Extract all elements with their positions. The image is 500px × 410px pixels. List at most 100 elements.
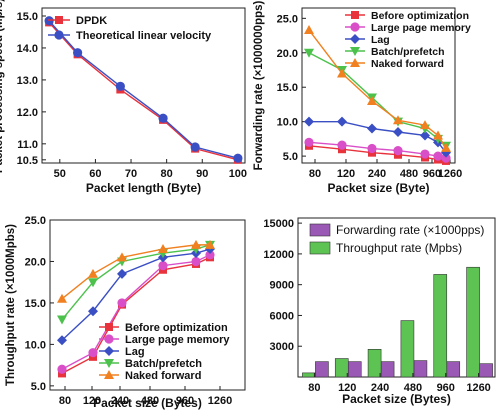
x-tick-label-2: 240 <box>111 395 129 407</box>
legend-marker <box>54 30 64 40</box>
y-tick-label-2: 25.0 <box>25 215 46 227</box>
y-tick-label-3: 6000 <box>270 310 294 322</box>
legend-marker <box>350 22 360 32</box>
y-tick-label-2: 10.0 <box>25 339 46 351</box>
data-point <box>158 244 168 254</box>
data-point <box>337 116 347 127</box>
data-point <box>115 81 125 91</box>
legend-label: Before optimization <box>125 322 228 334</box>
legend-marker <box>350 34 360 44</box>
legend-label: Forwarding rate (×1000pps) <box>336 223 484 237</box>
series-line <box>48 20 239 159</box>
x-tick-label-3: 960 <box>437 382 455 394</box>
x-tick-label-3: 80 <box>308 382 320 394</box>
data-point <box>433 151 443 161</box>
legend-label: DPDK <box>76 15 107 27</box>
y-axis-label-1: Forwarding rate (×1000000pps) <box>253 0 265 170</box>
legend-marker <box>350 47 360 56</box>
legend-marker <box>351 11 359 19</box>
data-point <box>337 140 347 150</box>
y-tick-label-1: 25.0 <box>277 13 298 25</box>
plot-frame-0 <box>41 7 246 164</box>
series-line <box>61 244 211 320</box>
y-tick-label-1: 15.0 <box>277 82 298 94</box>
x-tick-label-0: 90 <box>196 168 208 180</box>
x-tick-label-0: 60 <box>89 168 101 180</box>
x-tick-label-2: 120 <box>83 395 101 407</box>
legend-label: Theoretical linear velocity <box>76 30 212 42</box>
x-tick-label-1: 120 <box>337 168 355 180</box>
bar-throughput <box>400 320 415 378</box>
legend-label: Throughput rate (Mpbs) <box>336 241 462 255</box>
y-tick-label-0: 12.0 <box>17 107 38 119</box>
legend-label: Naked forward <box>125 370 201 382</box>
y-tick-label-0: 11.0 <box>17 139 38 151</box>
data-point <box>304 116 314 127</box>
bar-throughput <box>433 274 448 378</box>
data-point <box>88 348 98 358</box>
x-tick-label-0: 70 <box>125 168 137 180</box>
y-tick-label-2: 15.0 <box>25 298 46 310</box>
legend-label: Naked forward <box>371 58 444 70</box>
legend-label: Large page memory <box>125 334 230 346</box>
legend-swatch <box>309 241 331 255</box>
data-point <box>88 268 98 278</box>
series-line <box>48 21 239 161</box>
x-tick-label-2: 80 <box>59 395 71 407</box>
series-0-1 <box>44 16 243 163</box>
series-1-2 <box>304 116 451 158</box>
y-tick-label-3: 12000 <box>263 249 294 261</box>
data-point <box>73 48 83 58</box>
data-point <box>420 130 430 141</box>
x-tick-label-1: 480 <box>400 168 418 180</box>
data-point <box>393 115 403 125</box>
legend-swatch <box>309 223 331 237</box>
data-point <box>190 142 200 152</box>
x-tick-label-3: 1260 <box>466 382 490 394</box>
x-axis-label-1: Packet size (Byte) <box>327 181 429 195</box>
x-tick-label-0: 100 <box>229 168 247 180</box>
y-tick-label-1: 5.0 <box>283 151 298 163</box>
data-point <box>337 68 347 78</box>
legend-label: Lag <box>125 346 145 358</box>
data-point <box>57 315 67 325</box>
series-1-4 <box>304 25 451 152</box>
data-point <box>420 120 430 130</box>
bar-throughput <box>466 266 480 378</box>
bar-forwarding <box>446 361 461 378</box>
bar-throughput <box>367 349 382 378</box>
x-tick-label-3: 120 <box>338 382 356 394</box>
bar-throughput <box>334 358 349 378</box>
data-point <box>191 239 201 249</box>
x-tick-label-3: 480 <box>404 382 422 394</box>
data-point <box>367 96 377 105</box>
data-point <box>57 335 67 346</box>
legend-label: Large page memory <box>371 22 471 34</box>
x-tick-label-1: 80 <box>309 168 321 180</box>
legend-label: Batch/prefetch <box>371 46 445 58</box>
y-tick-label-0: 15.0 <box>17 11 38 23</box>
data-point <box>205 250 215 260</box>
legend-marker <box>104 334 114 344</box>
data-point <box>88 306 98 317</box>
y-tick-label-0: 13.0 <box>17 75 38 87</box>
series-1-1 <box>304 137 451 163</box>
y-tick-label-3: 15000 <box>263 218 294 230</box>
data-point <box>191 256 201 267</box>
x-axis-label-2: Packet size (Bytes) <box>93 396 202 410</box>
plot-frame-3 <box>297 217 496 378</box>
legend-label: Batch/prefetch <box>125 358 202 370</box>
bar-forwarding <box>315 361 329 378</box>
x-tick-label-2: 1260 <box>208 395 232 407</box>
data-point <box>117 298 127 308</box>
data-point <box>441 142 451 152</box>
legend-marker <box>104 346 114 356</box>
data-point <box>304 25 314 35</box>
data-point <box>233 153 243 163</box>
data-point <box>433 130 443 140</box>
plot-frame-2 <box>49 219 246 391</box>
series-2-4 <box>57 239 215 303</box>
bar-forwarding <box>347 361 362 378</box>
legend-marker <box>55 16 63 24</box>
